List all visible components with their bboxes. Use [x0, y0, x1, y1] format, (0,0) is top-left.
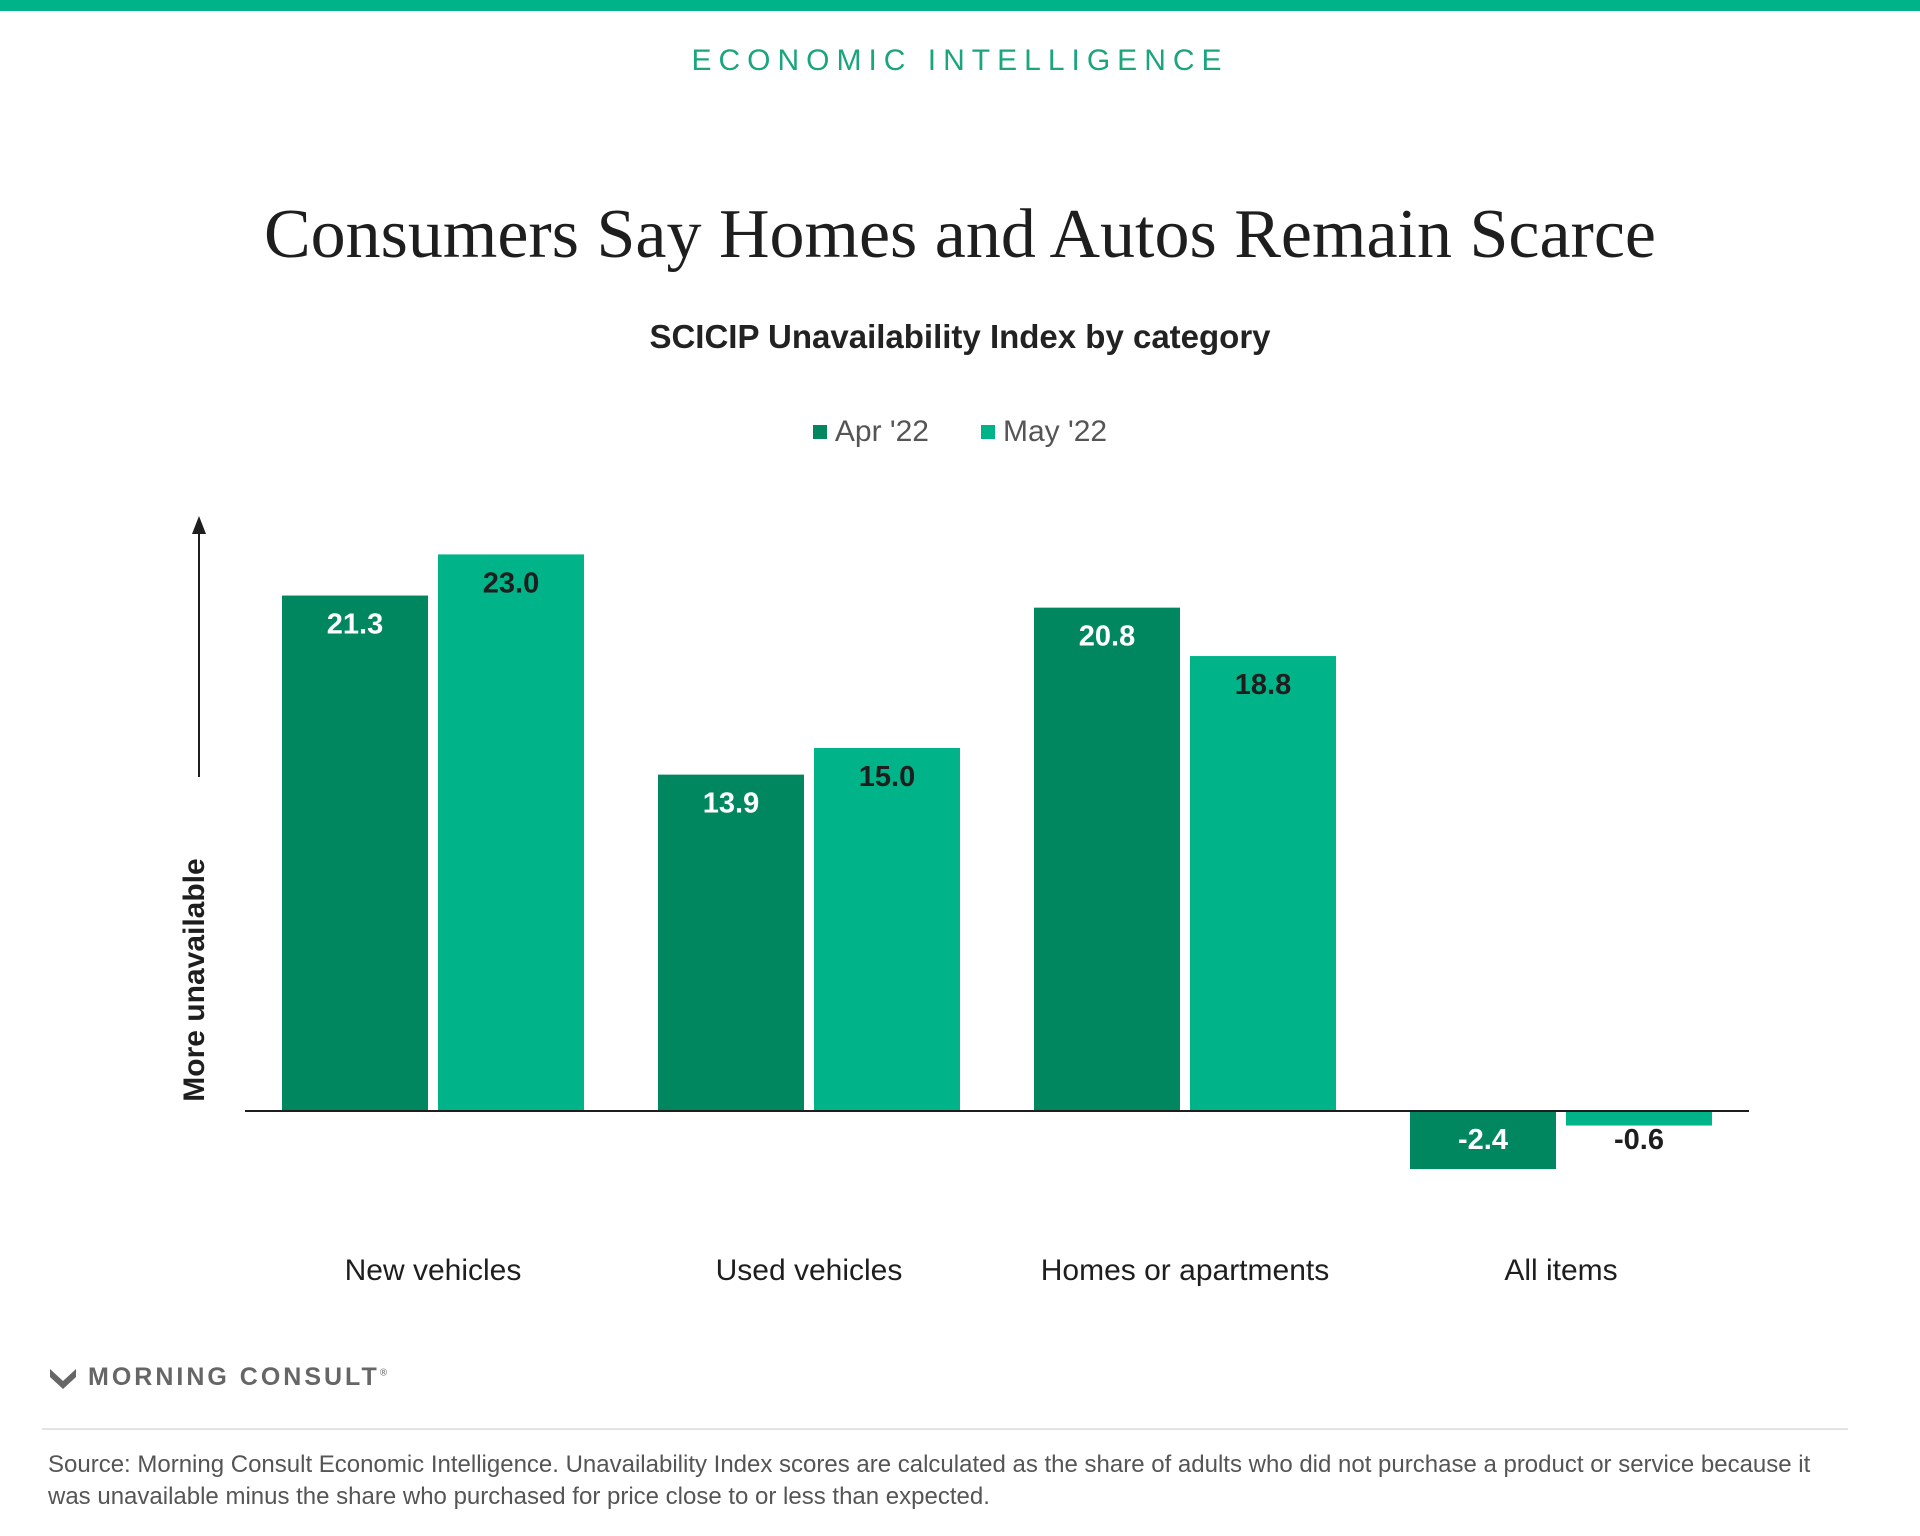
logo-registered-mark: ® [379, 1367, 391, 1379]
legend-swatch-may [981, 425, 995, 439]
category-label-2: Homes or apartments [1041, 1254, 1329, 1287]
bar-chart: 21.3 23.0 New vehicles 13.9 15.0 Used vehicle… [192, 516, 1749, 1287]
bar-apr-3 [1410, 1111, 1556, 1170]
brand-logo: MORNING CONSULT® [48, 1363, 390, 1392]
bar-apr-2 [1034, 607, 1180, 1111]
footer-divider [42, 1428, 1848, 1430]
category-label-3: All items [1504, 1254, 1617, 1287]
bar-apr-0 [282, 595, 428, 1111]
top-accent-bar [0, 0, 1920, 11]
arrow-head-icon [192, 516, 206, 534]
data-label-apr-0: 21.3 [327, 609, 383, 641]
bar-may-0 [438, 554, 584, 1111]
category-label-0: New vehicles [345, 1254, 522, 1287]
bar-apr-1 [658, 774, 804, 1111]
data-label-apr-2: 20.8 [1079, 621, 1135, 653]
data-label-may-2: 18.8 [1235, 669, 1291, 701]
logo-wordmark: MORNING CONSULT [88, 1363, 380, 1391]
legend-label-may: May '22 [1003, 415, 1108, 448]
legend-label-apr: Apr '22 [834, 415, 929, 448]
y-axis-label: More unavailable [178, 858, 211, 1102]
data-label-may-1: 15.0 [859, 761, 915, 793]
data-label-apr-3: -2.4 [1458, 1124, 1508, 1156]
bars-layer [282, 554, 1712, 1170]
category-label-1: Used vehicles [716, 1254, 903, 1287]
chart-subtitle: SCICIP Unavailability Index by category [649, 318, 1271, 355]
logo-text: MORNING CONSULT® [88, 1363, 390, 1392]
chart-title: Consumers Say Homes and Autos Remain Sca… [263, 196, 1656, 273]
chart-legend: Apr '22 May '22 [0, 415, 1920, 449]
labels-layer: 21.3 23.0 New vehicles 13.9 15.0 Used vehicle… [327, 567, 1664, 1287]
source-note: Source: Morning Consult Economic Intelli… [48, 1451, 1811, 1510]
section-kicker: ECONOMIC INTELLIGENCE [691, 44, 1229, 77]
morning-consult-logo-icon [50, 1368, 76, 1389]
legend-item-apr: Apr '22 [812, 415, 929, 449]
data-label-may-0: 23.0 [483, 567, 539, 599]
data-label-may-3: -0.6 [1614, 1124, 1664, 1156]
bar-may-1 [814, 748, 960, 1111]
bar-may-3 [1566, 1111, 1712, 1126]
data-label-apr-1: 13.9 [703, 788, 759, 820]
bar-may-2 [1190, 656, 1336, 1111]
legend-item-may: May '22 [981, 415, 1107, 449]
legend-swatch-apr [812, 425, 827, 439]
